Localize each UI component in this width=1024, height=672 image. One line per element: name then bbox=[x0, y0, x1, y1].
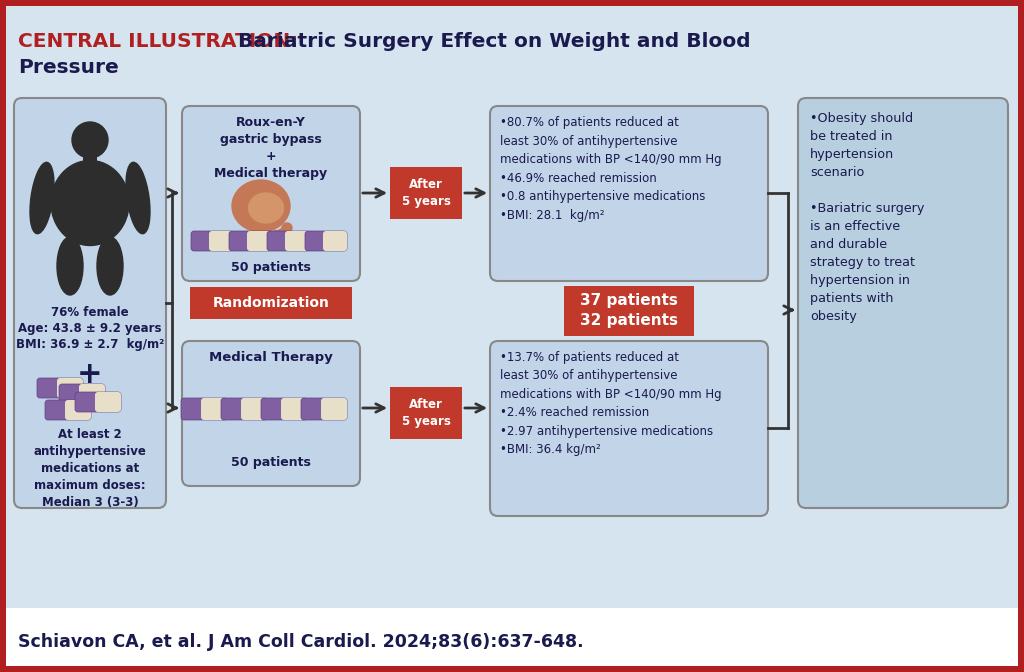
FancyBboxPatch shape bbox=[267, 231, 309, 251]
FancyBboxPatch shape bbox=[490, 341, 768, 516]
Bar bbox=[0, 0, 6, 672]
FancyBboxPatch shape bbox=[37, 378, 83, 398]
Text: CENTRAL ILLUSTRATION:: CENTRAL ILLUSTRATION: bbox=[18, 32, 305, 51]
FancyBboxPatch shape bbox=[221, 398, 267, 420]
Circle shape bbox=[255, 226, 265, 237]
Bar bbox=[6, 88, 1018, 608]
Text: Roux-en-Y
gastric bypass
+
Medical therapy: Roux-en-Y gastric bypass + Medical thera… bbox=[214, 116, 328, 180]
FancyBboxPatch shape bbox=[75, 392, 121, 412]
FancyBboxPatch shape bbox=[798, 98, 1008, 508]
FancyBboxPatch shape bbox=[247, 231, 271, 251]
FancyBboxPatch shape bbox=[191, 231, 233, 251]
FancyBboxPatch shape bbox=[241, 398, 267, 420]
Ellipse shape bbox=[232, 180, 290, 232]
Bar bbox=[564, 286, 694, 316]
FancyBboxPatch shape bbox=[229, 231, 271, 251]
Text: 32 patients: 32 patients bbox=[580, 314, 678, 329]
FancyBboxPatch shape bbox=[285, 231, 309, 251]
Circle shape bbox=[72, 122, 108, 158]
Circle shape bbox=[265, 230, 274, 241]
Text: +: + bbox=[77, 360, 102, 389]
Text: Schiavon CA, et al. J Am Coll Cardiol. 2024;83(6):637-648.: Schiavon CA, et al. J Am Coll Cardiol. 2… bbox=[18, 633, 584, 651]
Bar bbox=[6, 6, 1018, 88]
Text: 50 patients: 50 patients bbox=[231, 261, 311, 274]
Text: 76% female: 76% female bbox=[51, 306, 129, 319]
FancyBboxPatch shape bbox=[181, 398, 227, 420]
Text: After
5 years: After 5 years bbox=[401, 179, 451, 208]
FancyBboxPatch shape bbox=[209, 231, 233, 251]
FancyBboxPatch shape bbox=[321, 398, 347, 420]
Bar bbox=[190, 287, 352, 319]
FancyBboxPatch shape bbox=[261, 398, 307, 420]
Text: •13.7% of patients reduced at
least 30% of antihypertensive
medications with BP : •13.7% of patients reduced at least 30% … bbox=[500, 351, 722, 456]
FancyBboxPatch shape bbox=[79, 384, 105, 404]
FancyBboxPatch shape bbox=[281, 398, 307, 420]
Ellipse shape bbox=[57, 237, 83, 295]
Ellipse shape bbox=[51, 161, 129, 245]
FancyBboxPatch shape bbox=[490, 106, 768, 281]
Bar bbox=[390, 387, 462, 439]
Ellipse shape bbox=[97, 237, 123, 295]
Bar bbox=[0, 0, 1024, 6]
FancyBboxPatch shape bbox=[182, 341, 360, 486]
Text: At least 2
antihypertensive
medications at
maximum doses:
Median 3 (3-3): At least 2 antihypertensive medications … bbox=[34, 428, 146, 509]
Text: 50 patients: 50 patients bbox=[231, 456, 311, 469]
Circle shape bbox=[276, 229, 287, 239]
Ellipse shape bbox=[126, 163, 150, 234]
Ellipse shape bbox=[30, 163, 54, 234]
Text: •80.7% of patients reduced at
least 30% of antihypertensive
medications with BP : •80.7% of patients reduced at least 30% … bbox=[500, 116, 722, 222]
Text: Age: 43.8 ± 9.2 years: Age: 43.8 ± 9.2 years bbox=[18, 322, 162, 335]
Text: Randomization: Randomization bbox=[213, 296, 330, 310]
Text: 37 patients: 37 patients bbox=[580, 294, 678, 308]
FancyBboxPatch shape bbox=[201, 398, 227, 420]
Circle shape bbox=[254, 223, 264, 233]
FancyBboxPatch shape bbox=[59, 384, 105, 404]
FancyBboxPatch shape bbox=[45, 400, 91, 420]
Text: Bariatric Surgery Effect on Weight and Blood: Bariatric Surgery Effect on Weight and B… bbox=[238, 32, 751, 51]
Text: BMI: 36.9 ± 2.7  kg/m²: BMI: 36.9 ± 2.7 kg/m² bbox=[16, 338, 164, 351]
Circle shape bbox=[282, 223, 292, 233]
Circle shape bbox=[281, 226, 291, 237]
FancyBboxPatch shape bbox=[95, 392, 121, 412]
Circle shape bbox=[271, 230, 282, 241]
FancyBboxPatch shape bbox=[14, 98, 166, 508]
Bar bbox=[6, 614, 1018, 666]
FancyBboxPatch shape bbox=[301, 398, 347, 420]
FancyBboxPatch shape bbox=[323, 231, 347, 251]
Text: •Obesity should
be treated in
hypertension
scenario

•Bariatric surgery
is an ef: •Obesity should be treated in hypertensi… bbox=[810, 112, 925, 323]
Ellipse shape bbox=[249, 193, 284, 223]
FancyBboxPatch shape bbox=[65, 400, 91, 420]
Bar bbox=[1018, 0, 1024, 672]
Bar bbox=[564, 306, 694, 336]
FancyBboxPatch shape bbox=[305, 231, 347, 251]
FancyBboxPatch shape bbox=[182, 106, 360, 281]
Bar bbox=[83, 156, 97, 166]
Text: Pressure: Pressure bbox=[18, 58, 119, 77]
Circle shape bbox=[259, 229, 269, 239]
Bar bbox=[390, 167, 462, 219]
Text: Medical Therapy: Medical Therapy bbox=[209, 351, 333, 364]
Text: After
5 years: After 5 years bbox=[401, 398, 451, 427]
Bar bbox=[0, 666, 1024, 672]
FancyBboxPatch shape bbox=[57, 378, 83, 398]
